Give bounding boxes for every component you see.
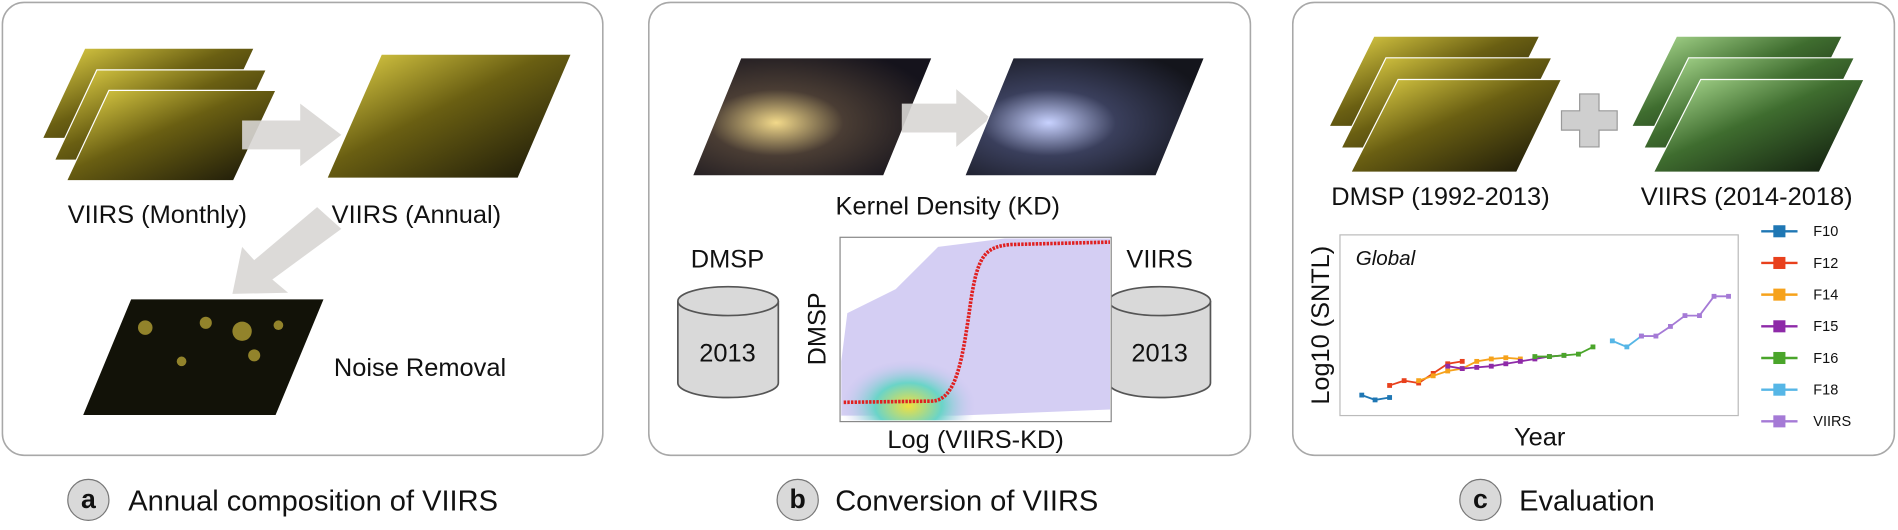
arrow — [242, 103, 342, 167]
trend-point — [1590, 344, 1596, 350]
trend-point — [1517, 358, 1523, 364]
legend-label: F12 — [1813, 256, 1838, 272]
legend-swatch — [1773, 256, 1786, 269]
axis-label: Log (VIIRS-KD) — [887, 426, 1063, 454]
trend-point — [1445, 368, 1451, 374]
trend-point — [1711, 293, 1717, 299]
trend-point — [1609, 338, 1615, 344]
arrow — [232, 207, 342, 294]
panel-letter: c — [1473, 484, 1488, 514]
legend-label: F14 — [1813, 287, 1838, 303]
label: VIIRS — [1126, 245, 1192, 273]
night-image — [691, 57, 933, 177]
label: VIIRS (Monthly) — [68, 201, 247, 229]
trend-point — [1459, 366, 1465, 371]
trend-point — [1697, 313, 1702, 318]
trend-point — [1372, 397, 1378, 403]
legend-label: F10 — [1813, 224, 1838, 240]
trend-point — [1488, 363, 1494, 369]
label: DMSP — [691, 245, 764, 273]
legend-label: F16 — [1813, 351, 1838, 367]
panel-caption: Annual composition of VIIRS — [128, 486, 498, 518]
label: VIIRS (2014-2018) — [1641, 183, 1853, 211]
annual-image — [325, 53, 573, 179]
trend-point — [1532, 354, 1538, 359]
cylinder — [1107, 285, 1212, 399]
panel-caption: Evaluation — [1519, 486, 1655, 518]
panel-letter: b — [790, 484, 806, 514]
trend-point — [1445, 363, 1451, 369]
legend-swatch — [1773, 383, 1786, 396]
trend-point — [1546, 354, 1552, 359]
trend-point — [1682, 313, 1688, 318]
trend-point — [1726, 293, 1731, 299]
trend-point — [1459, 358, 1465, 364]
trend-lines — [1359, 293, 1731, 403]
legend-swatch — [1773, 351, 1786, 365]
trend-point — [1624, 344, 1630, 350]
trend-point — [1561, 352, 1567, 358]
scatter-density — [841, 237, 1110, 421]
panel-badge — [1459, 478, 1502, 521]
label: DMSP (1992-2013) — [1331, 183, 1549, 211]
trend-point — [1488, 356, 1494, 362]
trend-point — [1387, 395, 1393, 400]
legend-label: F15 — [1813, 319, 1838, 335]
cylinder — [677, 285, 780, 399]
kd-image — [963, 57, 1206, 177]
plus — [1560, 93, 1618, 148]
trend-point — [1387, 383, 1393, 388]
noise-lights — [137, 316, 284, 367]
label: Noise Removal — [334, 354, 506, 382]
axis-label: Year — [1514, 424, 1566, 452]
trend-point — [1638, 333, 1644, 339]
dmsp-stack — [1328, 35, 1563, 173]
legend-label: VIIRS — [1813, 414, 1851, 430]
axis-label: Log10 (SNTL) — [1307, 246, 1335, 405]
trend-point — [1503, 355, 1509, 361]
legend-swatch — [1773, 225, 1786, 238]
panel-badge — [776, 478, 819, 521]
panel-letter: a — [81, 484, 96, 514]
trend-point — [1474, 364, 1480, 370]
trend-point — [1668, 324, 1673, 329]
trend-point — [1474, 358, 1480, 364]
legend-swatch — [1773, 415, 1786, 428]
trend-point — [1401, 378, 1407, 384]
axis-label: DMSP — [803, 292, 831, 365]
viirs-stack — [1630, 35, 1866, 173]
legend-swatch — [1773, 320, 1786, 333]
trend-point — [1653, 333, 1659, 339]
label: Kernel Density (KD) — [836, 192, 1060, 220]
panel-badge — [67, 478, 110, 521]
legend: F10 F12 F14 F15 F16 F18 VIIRS — [1761, 224, 1851, 430]
trend-point — [1576, 351, 1581, 357]
legend-swatch — [1773, 288, 1786, 301]
fit-curve — [843, 240, 1111, 405]
panel-caption: Conversion of VIIRS — [835, 486, 1098, 518]
label: 2013 — [1131, 339, 1188, 367]
monthly-stack — [41, 47, 277, 182]
trend-point — [1359, 392, 1365, 398]
trend-point — [1430, 373, 1436, 379]
trend-point — [1503, 361, 1509, 367]
legend-label: F18 — [1813, 383, 1838, 399]
label: 2013 — [699, 339, 756, 367]
chart-title: Global — [1356, 247, 1417, 270]
label: VIIRS (Annual) — [332, 201, 501, 229]
trend-point — [1416, 378, 1422, 384]
